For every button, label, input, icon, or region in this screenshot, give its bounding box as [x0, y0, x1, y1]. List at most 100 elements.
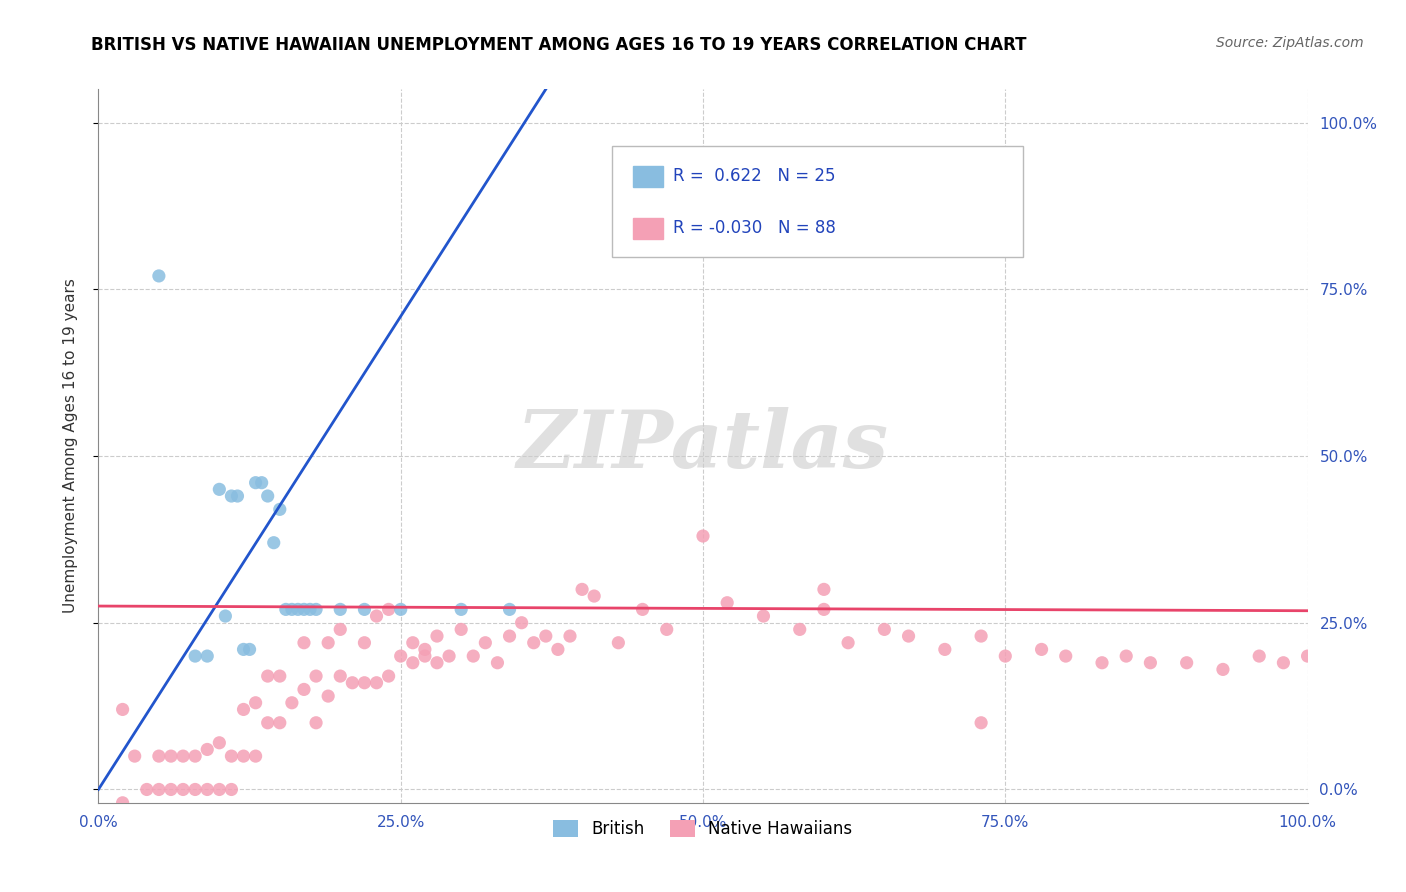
Point [813, 602, 835, 616]
Point [1175, 656, 1198, 670]
Point [498, 602, 520, 616]
Point [934, 642, 956, 657]
Point [160, 749, 183, 764]
Point [752, 609, 775, 624]
Point [353, 602, 375, 616]
Point [716, 596, 738, 610]
Point [329, 602, 352, 616]
Point [208, 782, 231, 797]
Point [389, 649, 412, 664]
Point [583, 589, 606, 603]
Point [208, 483, 231, 497]
Point [329, 623, 352, 637]
Point [1212, 662, 1234, 676]
Point [195, 742, 218, 756]
Point [692, 529, 714, 543]
Point [486, 656, 509, 670]
Point [245, 475, 267, 490]
Point [1272, 656, 1295, 670]
Point [353, 636, 375, 650]
Point [1139, 656, 1161, 670]
Point [377, 602, 399, 616]
Point [269, 715, 291, 730]
Point [534, 629, 557, 643]
Point [195, 649, 218, 664]
Point [342, 675, 364, 690]
Point [498, 629, 520, 643]
Point [256, 715, 278, 730]
Point [250, 475, 273, 490]
Point [184, 782, 207, 797]
Text: R = -0.030   N = 88: R = -0.030 N = 88 [672, 219, 835, 236]
Point [607, 636, 630, 650]
Point [245, 749, 267, 764]
Point [111, 702, 134, 716]
Point [523, 636, 546, 650]
Point [1054, 649, 1077, 664]
Point [1115, 649, 1137, 664]
Point [316, 689, 339, 703]
Point [837, 636, 859, 650]
Point [239, 642, 262, 657]
Point [873, 623, 896, 637]
Point [1249, 649, 1271, 664]
Point [571, 582, 593, 597]
Point [221, 749, 243, 764]
Point [292, 602, 315, 616]
Point [437, 649, 460, 664]
Point [160, 782, 183, 797]
Point [269, 669, 291, 683]
Point [195, 782, 218, 797]
Point [547, 642, 569, 657]
Point [305, 669, 328, 683]
Point [377, 669, 399, 683]
FancyBboxPatch shape [613, 146, 1024, 257]
Bar [633, 218, 664, 239]
Point [558, 629, 581, 643]
Point [269, 502, 291, 516]
Text: Source: ZipAtlas.com: Source: ZipAtlas.com [1216, 36, 1364, 50]
Point [450, 623, 472, 637]
Point [281, 696, 304, 710]
Point [256, 669, 278, 683]
Text: ZIPatlas: ZIPatlas [517, 408, 889, 484]
Point [148, 268, 170, 283]
Point [474, 636, 496, 650]
Point [366, 609, 388, 624]
Point [124, 749, 146, 764]
Point [172, 749, 194, 764]
Point [172, 782, 194, 797]
Point [994, 649, 1017, 664]
Text: R =  0.622   N = 25: R = 0.622 N = 25 [672, 167, 835, 185]
Point [970, 629, 993, 643]
Text: BRITISH VS NATIVE HAWAIIAN UNEMPLOYMENT AMONG AGES 16 TO 19 YEARS CORRELATION CH: BRITISH VS NATIVE HAWAIIAN UNEMPLOYMENT … [91, 36, 1026, 54]
Point [221, 489, 243, 503]
Point [299, 602, 322, 616]
Point [426, 656, 449, 670]
Legend: British, Native Hawaiians: British, Native Hawaiians [547, 813, 859, 845]
Point [413, 642, 436, 657]
Point [184, 749, 207, 764]
Point [232, 702, 254, 716]
Point [232, 749, 254, 764]
Point [305, 715, 328, 730]
Point [305, 602, 328, 616]
Point [970, 715, 993, 730]
Point [148, 782, 170, 797]
Point [281, 602, 304, 616]
Point [366, 675, 388, 690]
Point [274, 602, 297, 616]
Point [232, 642, 254, 657]
Point [813, 582, 835, 597]
Point [413, 649, 436, 664]
Point [263, 535, 285, 549]
Point [208, 736, 231, 750]
Point [426, 629, 449, 643]
Y-axis label: Unemployment Among Ages 16 to 19 years: Unemployment Among Ages 16 to 19 years [63, 278, 77, 614]
Point [316, 636, 339, 650]
Point [245, 696, 267, 710]
Point [214, 609, 236, 624]
Point [353, 675, 375, 690]
Point [631, 602, 654, 616]
Point [221, 782, 243, 797]
